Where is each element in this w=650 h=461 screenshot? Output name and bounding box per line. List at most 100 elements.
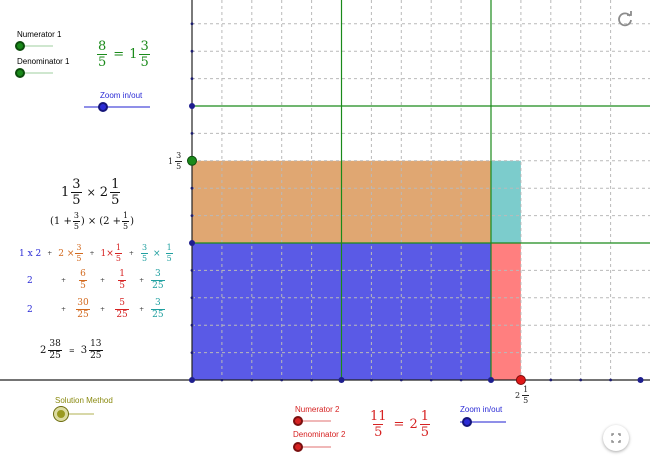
x-tick-dot — [549, 378, 553, 382]
term4: 3 5 × 1 5 — [140, 244, 174, 263]
result-denominator1: 25 — [48, 350, 62, 361]
result-numerator1: 38 — [49, 339, 61, 349]
x-tick-dot — [609, 378, 612, 382]
plus-sign: + — [128, 250, 134, 257]
product-denominator2: 5 — [110, 192, 121, 208]
denominator2-slider[interactable] — [293, 442, 331, 452]
solution-product: 1 3 5 × 2 1 5 — [61, 178, 121, 207]
term2-fraction: 3 5 — [75, 244, 83, 263]
term4-numerator2: 1 — [166, 243, 172, 252]
eq1-whole: 1 — [129, 47, 138, 62]
row3-term4-denominator: 25 — [151, 309, 165, 320]
y-tick-dot — [190, 22, 194, 26]
term2-denominator: 5 — [75, 253, 83, 263]
fullscreen-button[interactable] — [603, 425, 629, 451]
eq2-improper-fraction: 11 5 — [369, 410, 388, 439]
solution-expanded: (1 + 3 5 ) × (2 + 1 5 ) — [50, 212, 134, 231]
eq2-whole: 2 — [409, 417, 418, 432]
row3-term2-numerator: 30 — [77, 298, 89, 308]
solution-row2: 2 + 6 5 + 1 5 + 3 25 — [27, 270, 166, 291]
product-denominator1: 5 — [71, 192, 82, 208]
whole-by-fraction2-region — [491, 243, 521, 380]
term4-numerator1: 3 — [141, 243, 148, 252]
zoom2-label: Zoom in/out — [460, 405, 503, 414]
row2-term3-numerator: 1 — [119, 269, 125, 279]
numerator1-slider-knob[interactable] — [15, 41, 25, 51]
eq2-mixed-fraction: 1 5 — [419, 410, 431, 440]
row3-term2: 30 25 — [73, 299, 93, 320]
x-mixed-number-point[interactable] — [515, 375, 526, 385]
plus-sign: + — [100, 277, 106, 284]
eq1-mixed-numerator: 3 — [140, 39, 149, 54]
x-axis-label: 2 1 5 — [515, 386, 530, 405]
x-tick-dot — [399, 378, 403, 382]
product-numerator2: 1 — [111, 177, 120, 192]
x-whole-point — [338, 377, 345, 383]
result-numerator2: 13 — [90, 339, 102, 349]
y-tick-dot — [190, 132, 194, 135]
denominator1-slider-knob[interactable] — [15, 68, 25, 78]
y-tick-dot — [190, 351, 194, 354]
expanded-numerator1: 3 — [73, 211, 79, 220]
term2: 2 × 3 5 — [58, 244, 83, 263]
x-label-numerator: 1 — [523, 385, 529, 394]
product-whole2: 2 — [99, 185, 109, 200]
zoom2-slider-knob[interactable] — [462, 417, 472, 427]
plus-sign: + — [100, 306, 106, 313]
eq2-denominator: 5 — [373, 424, 384, 440]
y-axis-label: 1 3 5 — [168, 152, 183, 171]
zoom1-slider-knob[interactable] — [98, 102, 108, 112]
plus-sign: + — [139, 277, 145, 284]
row3-term1: 2 — [27, 304, 33, 315]
y-tick-dot — [190, 214, 194, 218]
y-mixed-number-point[interactable] — [187, 155, 197, 166]
term3-denominator: 5 — [114, 253, 122, 263]
product-whole1: 1 — [61, 185, 70, 200]
term1: 1 x 2 — [19, 248, 42, 259]
eq2-mixed-denominator: 5 — [419, 424, 431, 440]
denominator1-label: Denominator 1 — [17, 57, 70, 66]
product-fraction1: 3 5 — [71, 178, 82, 208]
row3-term2-denominator: 25 — [76, 309, 90, 320]
solution-method-slider[interactable] — [54, 407, 94, 421]
expanded-open1: (1 + — [50, 216, 72, 227]
zoom1-slider[interactable] — [84, 102, 150, 112]
solution-terms-row: 1 x 2 + 2 × 3 5 + 1× 1 5 + 3 5 × 1 — [19, 244, 174, 263]
denominator2-slider-knob[interactable] — [293, 442, 303, 452]
term4-denominator1: 5 — [140, 253, 149, 263]
result-whole1: 2 — [40, 345, 47, 356]
y-label-whole: 1 — [168, 157, 174, 166]
plus-sign: + — [47, 250, 53, 257]
x-label-fraction: 1 5 — [522, 385, 530, 405]
result-denominator2: 25 — [89, 350, 103, 361]
term4-fraction2: 1 5 — [165, 243, 173, 263]
y-tick-dot — [190, 186, 194, 190]
expanded-denominator1: 5 — [72, 221, 80, 231]
numerator1-slider[interactable] — [15, 41, 53, 51]
numerator2-slider[interactable] — [293, 416, 331, 426]
row3-term3-denominator: 25 — [115, 309, 129, 320]
reset-icon[interactable] — [616, 10, 634, 28]
result-fraction1: 38 25 — [48, 339, 62, 361]
expanded-fraction2: 1 5 — [122, 212, 130, 231]
equation1: 8 5 = 1 3 5 — [96, 40, 151, 69]
row2-term2: 6 5 — [73, 270, 93, 291]
zoom2-slider[interactable] — [460, 417, 506, 427]
row2-term1: 2 — [27, 275, 33, 286]
numerator2-slider-knob[interactable] — [293, 416, 303, 426]
origin-point — [189, 377, 195, 383]
term4-fraction1: 3 5 — [140, 243, 149, 263]
product-times: × — [86, 186, 96, 199]
y-label-numerator: 3 — [176, 151, 182, 160]
result-equals: = — [68, 346, 75, 355]
result-fraction2: 13 25 — [89, 339, 103, 361]
y-tick-dot — [190, 323, 194, 327]
denominator1-slider[interactable] — [15, 68, 53, 78]
solution-method-slider-knob[interactable] — [54, 407, 68, 421]
term3-fraction: 1 5 — [114, 244, 122, 263]
x-label-denominator: 5 — [522, 395, 530, 405]
solution-result: 2 38 25 = 3 13 25 — [40, 340, 104, 361]
solution-row3: 2 + 30 25 + 5 25 + 3 25 — [27, 299, 166, 320]
